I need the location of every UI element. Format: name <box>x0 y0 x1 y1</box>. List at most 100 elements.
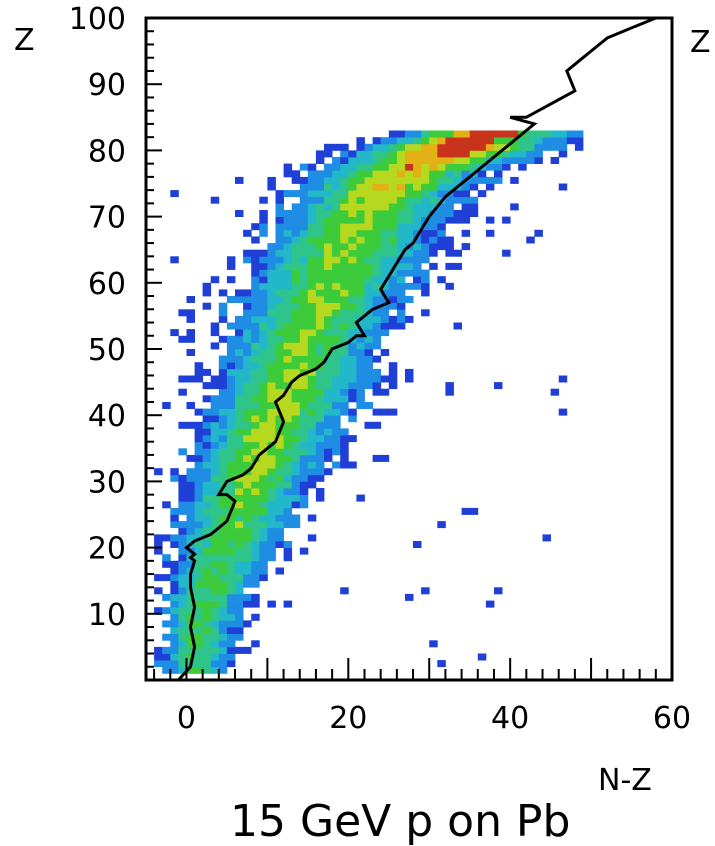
heatmap-cell <box>267 269 276 277</box>
heatmap-cell <box>275 461 284 469</box>
heatmap-cell <box>485 600 495 608</box>
heatmap-cell <box>243 448 252 456</box>
heatmap-cell <box>526 236 535 244</box>
heatmap-cell <box>461 196 471 204</box>
heatmap-cell <box>299 481 309 489</box>
heatmap-cell <box>340 402 349 409</box>
heatmap-cell <box>259 289 268 297</box>
heatmap-cell <box>324 322 333 330</box>
heatmap-cell <box>259 441 268 449</box>
heatmap-cell <box>235 633 244 641</box>
heatmap-cell <box>202 461 212 469</box>
heatmap-cell <box>348 302 357 310</box>
heatmap-cell <box>178 335 187 343</box>
heatmap-cell <box>364 342 373 350</box>
heatmap-cell <box>340 309 349 317</box>
heatmap-cell <box>324 415 333 423</box>
heatmap-cell <box>315 203 325 211</box>
heatmap-cell <box>332 210 341 217</box>
heatmap-cell <box>243 620 252 628</box>
heatmap-cell <box>178 646 187 654</box>
heatmap-cell <box>324 203 333 211</box>
heatmap-cell <box>453 137 462 145</box>
heatmap-cell <box>421 183 430 191</box>
heatmap-cell <box>291 236 301 244</box>
heatmap-cell <box>186 653 195 661</box>
heatmap-cell <box>243 322 252 330</box>
heatmap-cell <box>291 335 301 343</box>
heatmap-cell <box>291 441 301 449</box>
heatmap-cell <box>291 494 301 502</box>
heatmap-cell <box>202 448 212 456</box>
heatmap-cell <box>218 567 228 575</box>
y-tick-label: 30 <box>88 465 126 500</box>
heatmap-cell <box>259 454 268 462</box>
heatmap-cell <box>380 176 390 184</box>
heatmap-cell <box>461 190 471 198</box>
heatmap-cell <box>388 249 398 257</box>
heatmap-cell <box>324 309 333 317</box>
heatmap-cell <box>259 415 268 423</box>
heatmap-cell <box>259 468 268 476</box>
heatmap-cell <box>283 276 293 284</box>
heatmap-cell <box>485 150 495 158</box>
heatmap-cell <box>396 190 406 198</box>
heatmap-cell <box>267 428 276 436</box>
heatmap-cell <box>275 441 284 449</box>
heatmap-cell <box>291 170 301 178</box>
heatmap-cell <box>372 296 382 303</box>
heatmap-cell <box>291 210 301 217</box>
heatmap-cell <box>218 335 228 343</box>
heatmap-cell <box>291 243 301 251</box>
heatmap-cell <box>445 196 454 204</box>
heatmap-cell <box>162 593 171 601</box>
heatmap-cell <box>283 309 293 317</box>
heatmap-cell <box>324 296 333 303</box>
heatmap-cell <box>251 388 260 396</box>
heatmap-cell <box>178 653 187 661</box>
heatmap-cell <box>364 163 373 171</box>
heatmap-cell <box>202 408 212 416</box>
heatmap-cell <box>396 309 406 317</box>
heatmap-cell <box>340 176 349 184</box>
heatmap-cell <box>307 514 317 522</box>
heatmap-cell <box>461 163 471 171</box>
heatmap-cell <box>299 163 309 171</box>
heatmap-cell <box>178 574 187 582</box>
heatmap-cell <box>340 243 349 251</box>
heatmap-cell <box>154 587 163 595</box>
heatmap-cell <box>235 428 244 436</box>
heatmap-cell <box>348 190 357 198</box>
heatmap-cell <box>429 236 438 244</box>
heatmap-cell <box>307 269 317 277</box>
heatmap-cell <box>364 296 373 303</box>
heatmap-cell <box>421 170 430 178</box>
heatmap-cell <box>202 547 212 555</box>
heatmap-cell <box>356 216 365 224</box>
heatmap-cell <box>364 216 373 224</box>
heatmap-cell <box>388 216 398 224</box>
heatmap-cell <box>477 190 487 198</box>
heatmap-cell <box>210 666 220 674</box>
heatmap-cell <box>469 203 479 211</box>
heatmap-cell <box>348 210 357 217</box>
heatmap-cell <box>324 421 333 429</box>
heatmap-cell <box>388 157 398 164</box>
heatmap-cell <box>332 262 341 270</box>
heatmap-cell <box>218 461 228 469</box>
heatmap-cell <box>235 382 244 390</box>
heatmap-cell <box>364 229 373 237</box>
heatmap-cell <box>210 428 220 436</box>
heatmap-cell <box>380 243 390 251</box>
heatmap-cell <box>356 203 365 211</box>
heatmap-cell <box>275 534 284 542</box>
heatmap-cell <box>396 236 406 244</box>
heatmap-cell <box>226 375 236 383</box>
heatmap-cell <box>194 547 204 555</box>
heatmap-cell <box>324 375 333 383</box>
heatmap-cell <box>259 461 268 469</box>
heatmap-cell <box>251 507 260 515</box>
heatmap-cell <box>251 534 260 542</box>
heatmap-cell <box>340 408 349 416</box>
heatmap-cell <box>178 388 187 396</box>
